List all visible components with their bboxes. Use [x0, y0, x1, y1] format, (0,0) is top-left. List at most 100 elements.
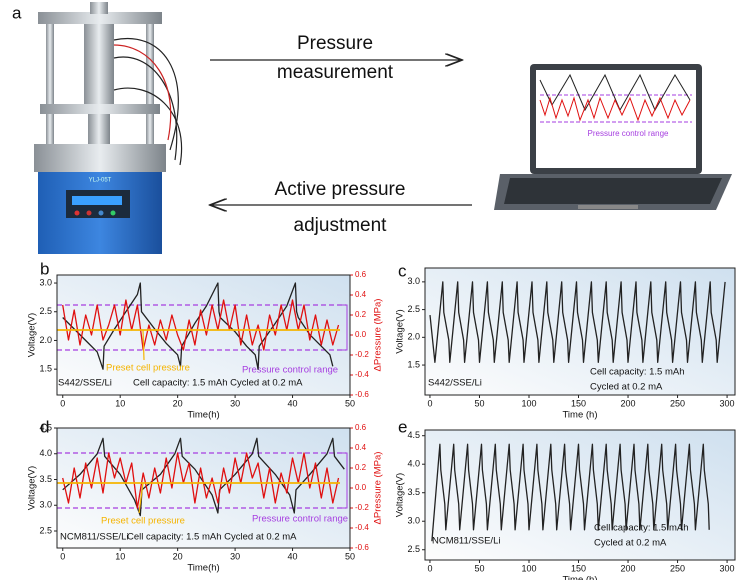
screen-label: Pressure control range	[588, 129, 669, 138]
note: Cycled at 0.2 mA	[594, 538, 667, 549]
y-tick-label: 2.5	[39, 306, 52, 316]
y2-tick-label: 0.2	[355, 463, 367, 472]
preset-label: Preset cell pressure	[106, 363, 190, 374]
y-tick-label: 3.5	[39, 474, 52, 484]
x-tick-label: 0	[60, 398, 65, 408]
x-tick-label: 30	[230, 398, 240, 408]
y-tick-label: 3.0	[39, 277, 52, 287]
y2-tick-label: -0.6	[355, 390, 369, 399]
x-tick-label: 20	[173, 398, 183, 408]
x-tick-label: 50	[345, 398, 355, 408]
y-tick-label: 2.5	[407, 304, 420, 314]
note: Cell capacity: 1.5 mAh Cycled at 0.2 mA	[133, 378, 303, 389]
y2-tick-label: 0.2	[355, 310, 367, 319]
plot-frame	[424, 267, 736, 396]
y2-tick-label: -0.2	[355, 350, 369, 359]
y-tick-label: 3.5	[407, 487, 420, 497]
x-axis-label: Time(h)	[187, 410, 219, 421]
x-tick-label: 10	[115, 551, 125, 561]
y-tick-label: 2.5	[407, 544, 420, 554]
x-tick-label: 50	[345, 551, 355, 561]
y2-tick-label: 0.6	[355, 423, 367, 432]
x-tick-label: 30	[230, 551, 240, 561]
arrow-label: adjustment	[294, 215, 388, 236]
y-tick-label: 4.5	[407, 430, 420, 440]
panel-label: c	[398, 261, 407, 280]
sample-label: NCM811/SSE/Li	[60, 532, 128, 543]
x-tick-label: 0	[60, 551, 65, 561]
x-axis-label: Time (h)	[562, 575, 597, 580]
panel-label: e	[398, 417, 407, 436]
data-line	[62, 452, 340, 509]
x-axis-label: Time(h)	[187, 563, 219, 574]
arrow-label: Pressure	[297, 33, 373, 54]
y-tick-label: 2.5	[39, 525, 52, 535]
sample-label: NCM811/SSE/Li	[432, 536, 500, 547]
y-tick-label: 4.0	[407, 459, 420, 469]
y-tick-label: 4.0	[39, 448, 52, 458]
plot-frame	[424, 429, 736, 561]
y-tick-label: 3.0	[407, 516, 420, 526]
range-bracket	[342, 452, 348, 509]
note: Cell capacity: 1.5 mAh	[590, 367, 685, 378]
range-label: Pressure control range	[242, 365, 338, 376]
data-line	[431, 443, 710, 542]
note: Cell capacity: 1.5 mAh Cycled at 0.2 mA	[127, 532, 297, 543]
charts: b 0 10 20 30 40 50 1.5 2.0 2.5 3.0 -0.6 -0.4 -0.2 0.0 0…	[27, 259, 736, 580]
data-line	[62, 299, 340, 351]
panel-label: a	[12, 3, 22, 22]
x-tick-label: 250	[670, 563, 685, 573]
x-tick-label: 20	[173, 551, 183, 561]
y2-tick-label: -0.2	[355, 503, 369, 512]
note: Cycled at 0.2 mA	[590, 382, 663, 393]
x-tick-label: 40	[288, 398, 298, 408]
y2-tick-label: 0.0	[355, 330, 367, 339]
x-tick-label: 10	[115, 398, 125, 408]
panel-label: d	[40, 417, 49, 436]
x-tick-label: 300	[720, 398, 735, 408]
note: Cell capacity: 1.5 mAh	[594, 523, 689, 534]
x-tick-label: 200	[621, 398, 636, 408]
y2-tick-label: 0.6	[355, 270, 367, 279]
arrow-label: Active pressure	[275, 179, 406, 200]
x-tick-label: 50	[474, 398, 484, 408]
x-tick-label: 100	[521, 398, 536, 408]
y2-tick-label: 0.4	[355, 290, 367, 299]
preset-arrow	[142, 329, 145, 361]
range-label: Pressure control range	[252, 514, 348, 525]
x-tick-label: 150	[571, 563, 586, 573]
y-axis-label: Voltage(V)	[27, 466, 38, 510]
y-tick-label: 3.0	[407, 276, 420, 286]
x-tick-label: 0	[427, 398, 432, 408]
y2-axis-label: ΔPressure (MPa)	[373, 299, 384, 372]
y2-tick-label: 0.4	[355, 443, 367, 452]
x-axis-label: Time (h)	[562, 410, 597, 421]
y2-tick-label: -0.4	[355, 523, 369, 532]
y-tick-label: 2.0	[407, 332, 420, 342]
plot-frame	[56, 274, 351, 396]
x-tick-label: 300	[720, 563, 735, 573]
preset-arrow	[138, 482, 144, 514]
y-axis-label: Voltage(V)	[395, 309, 406, 353]
y-tick-label: 2.0	[39, 335, 52, 345]
y2-tick-label: -0.4	[355, 370, 369, 379]
sample-label: S442/SSE/Li	[428, 378, 482, 389]
range-bracket	[342, 304, 348, 351]
y-tick-label: 1.5	[407, 359, 420, 369]
x-tick-label: 150	[571, 398, 586, 408]
y2-axis-label: ΔPressure (MPa)	[373, 452, 384, 525]
y-axis-label: Voltage(V)	[395, 473, 406, 517]
preset-label: Preset cell pressure	[101, 516, 185, 527]
data-line	[429, 281, 726, 363]
plot-frame	[56, 427, 351, 549]
arrow-label: measurement	[277, 62, 394, 83]
device-label: YLJ-05T	[89, 178, 112, 184]
y-tick-label: 3.0	[39, 500, 52, 510]
y-axis-label: Voltage(V)	[27, 313, 38, 357]
panel-label: b	[40, 259, 49, 278]
x-tick-label: 100	[521, 563, 536, 573]
x-tick-label: 250	[670, 398, 685, 408]
plot-background	[57, 428, 350, 548]
press-device: YLJ-05T	[34, 2, 183, 254]
data-line	[62, 282, 334, 370]
